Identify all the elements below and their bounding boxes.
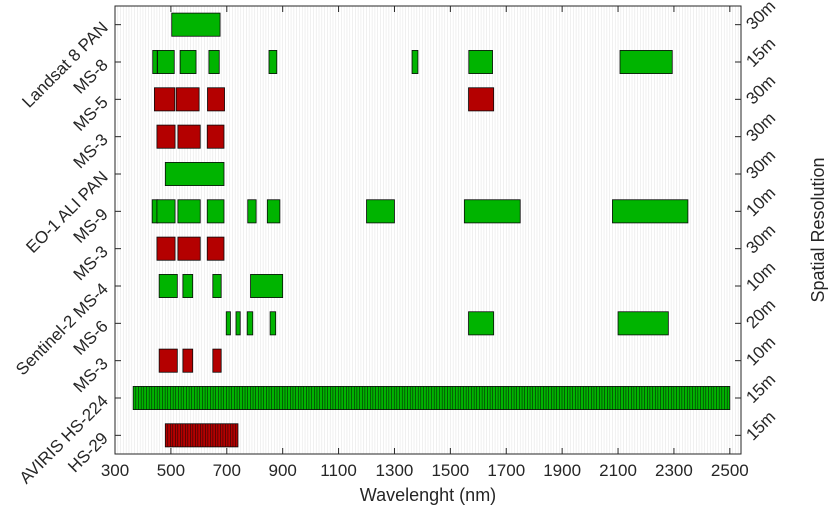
x-tick-label: 1500 xyxy=(431,461,469,480)
right-axis-title: Spatial Resolution xyxy=(808,157,828,302)
band-bar xyxy=(411,50,419,74)
band-bar xyxy=(158,348,178,373)
resolution-label: 30m xyxy=(742,109,779,146)
band-bar xyxy=(175,87,200,112)
band-bar xyxy=(235,311,241,336)
x-axis-ticks: 300 500 700 900 1100 1300 1500 1700 1900 2100 2300… xyxy=(101,6,749,480)
row-bars xyxy=(158,348,222,373)
x-axis-title: Wavelenght (nm) xyxy=(360,485,496,505)
band-bar xyxy=(269,311,277,336)
band-bar xyxy=(250,274,284,298)
minor-gridlines xyxy=(117,6,739,454)
band-bar xyxy=(268,50,278,74)
resolution-label: 15m xyxy=(742,370,779,407)
resolution-label: 10m xyxy=(742,183,779,220)
band-bar xyxy=(177,236,201,261)
row-bars xyxy=(154,87,495,112)
band-bar xyxy=(619,50,673,74)
row-bars xyxy=(156,236,225,261)
band-bar xyxy=(164,423,239,448)
band-bar xyxy=(206,236,225,261)
band-bar xyxy=(152,50,158,74)
resolution-label: 30m xyxy=(742,0,779,33)
resolution-label: 10m xyxy=(742,258,779,295)
band-bar xyxy=(247,199,257,224)
row-bars xyxy=(132,386,731,410)
band-bar xyxy=(157,50,175,74)
x-tick-label: 2300 xyxy=(655,461,693,480)
x-tick-label: 1700 xyxy=(487,461,525,480)
band-bar xyxy=(212,348,222,373)
band-bar xyxy=(171,12,221,37)
resolution-label: 30m xyxy=(742,221,779,258)
band-bar xyxy=(177,199,201,224)
band-bar xyxy=(164,162,225,186)
x-tick-label: 2100 xyxy=(599,461,637,480)
band-bar xyxy=(212,274,222,298)
band-bar xyxy=(468,50,493,74)
resolution-label: 10m xyxy=(742,333,779,370)
band-bar xyxy=(463,199,521,224)
band-bar xyxy=(156,124,176,149)
row-bars xyxy=(225,311,669,336)
band-bar xyxy=(158,274,178,298)
x-tick-label: 900 xyxy=(268,461,296,480)
x-tick-label: 1100 xyxy=(320,461,357,480)
band-bar xyxy=(206,199,225,224)
row-bars xyxy=(171,12,221,37)
row-label: MS-5 xyxy=(70,93,112,135)
x-tick-label: 1300 xyxy=(376,461,414,480)
band-bar xyxy=(177,124,201,149)
band-bar xyxy=(208,50,220,74)
x-tick-label: 700 xyxy=(213,461,241,480)
band-bar xyxy=(468,311,495,336)
band-bar xyxy=(156,199,176,224)
band-bar xyxy=(617,311,669,336)
x-tick-label: 500 xyxy=(157,461,185,480)
band-bar xyxy=(366,199,395,224)
band-bar xyxy=(246,311,254,336)
resolution-label: 20m xyxy=(742,295,779,332)
band-bar xyxy=(612,199,689,224)
resolution-label: 30m xyxy=(742,71,779,108)
row-label: MS-3 xyxy=(70,130,112,172)
row-bars xyxy=(164,162,225,186)
row-label: MS-3 xyxy=(70,242,112,284)
row-bars xyxy=(158,274,284,298)
band-bar xyxy=(266,199,281,224)
band-bar xyxy=(206,124,225,149)
band-bar xyxy=(182,348,194,373)
band-bar xyxy=(207,87,225,112)
band-bar xyxy=(468,87,495,112)
row-bars xyxy=(151,199,689,224)
band-bar xyxy=(154,87,176,112)
row-label: MS-3 xyxy=(70,354,112,396)
row-bars xyxy=(164,423,239,448)
x-tick-label: 300 xyxy=(101,461,129,480)
x-tick-label: 2500 xyxy=(711,461,749,480)
x-tick-label: 1900 xyxy=(543,461,581,480)
resolution-label: 30m xyxy=(742,146,779,183)
band-bar xyxy=(179,50,197,74)
band-bar xyxy=(225,311,231,336)
row-bars xyxy=(156,124,225,149)
band-bar xyxy=(182,274,194,298)
resolution-label: 15m xyxy=(742,407,779,444)
band-bar xyxy=(156,236,176,261)
plot-frame xyxy=(114,5,742,455)
row-bars xyxy=(152,50,673,74)
resolution-label: 15m xyxy=(742,34,779,71)
band-bars xyxy=(132,12,731,448)
